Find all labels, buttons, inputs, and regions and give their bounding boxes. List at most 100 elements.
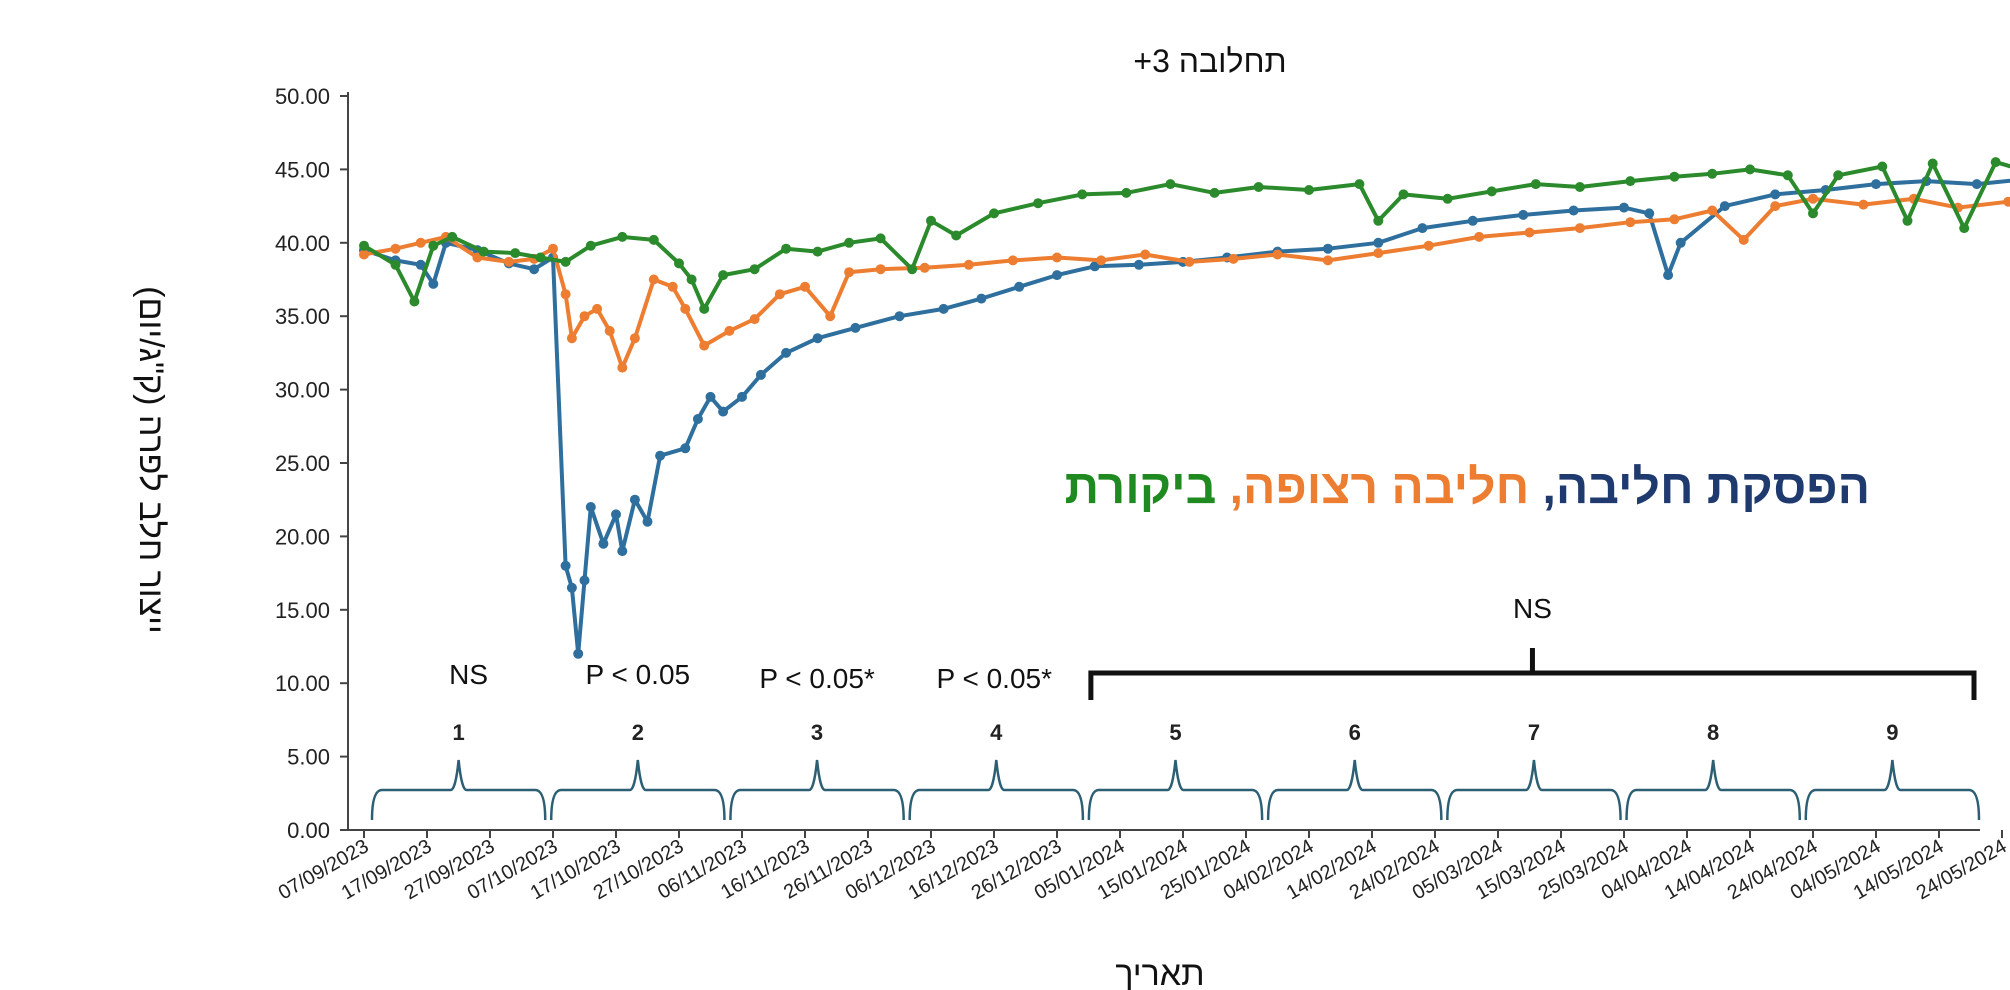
data-point bbox=[1133, 259, 1144, 270]
data-point bbox=[1209, 187, 1220, 198]
period-brace bbox=[729, 759, 905, 821]
data-point bbox=[737, 391, 747, 402]
data-point bbox=[1959, 223, 1970, 234]
data-point bbox=[598, 538, 609, 549]
plot-series bbox=[359, 157, 2010, 659]
data-point bbox=[611, 509, 621, 520]
data-point bbox=[1644, 208, 1655, 219]
period-braces: 1 2 3 4 5 6 7 8 9 bbox=[370, 720, 1981, 821]
legend-entry: , bbox=[1529, 461, 1556, 514]
data-point bbox=[1052, 252, 1062, 263]
period-number: 4 bbox=[990, 720, 1003, 745]
data-point bbox=[560, 289, 571, 300]
y-tick-label: 25.00 bbox=[275, 451, 330, 476]
data-point bbox=[1228, 253, 1239, 264]
data-point bbox=[1033, 198, 1044, 209]
data-point bbox=[1719, 201, 1730, 212]
data-point bbox=[1077, 189, 1088, 200]
data-point bbox=[875, 264, 886, 275]
data-point bbox=[686, 274, 697, 285]
data-point bbox=[1096, 255, 1107, 266]
period-number: 1 bbox=[452, 720, 464, 745]
period-brace bbox=[1625, 759, 1802, 821]
data-point bbox=[680, 303, 691, 314]
period-number: 3 bbox=[811, 720, 823, 745]
data-point bbox=[617, 362, 628, 373]
data-point bbox=[510, 248, 521, 259]
data-point bbox=[1971, 179, 1982, 190]
data-point bbox=[1354, 179, 1365, 190]
data-point bbox=[415, 259, 426, 270]
data-point bbox=[2003, 196, 2010, 207]
data-point bbox=[1165, 179, 1176, 190]
data-point bbox=[1669, 171, 1680, 182]
data-point bbox=[503, 256, 514, 267]
data-point bbox=[1417, 223, 1428, 234]
data-point bbox=[1990, 157, 2001, 168]
data-point bbox=[718, 406, 729, 417]
data-point bbox=[573, 648, 584, 659]
data-point bbox=[648, 274, 659, 285]
data-point bbox=[812, 333, 823, 344]
stat-annotation: P < 0.05 bbox=[586, 659, 691, 690]
legend-entry: חליבה רצופה bbox=[1243, 461, 1529, 514]
data-point bbox=[655, 450, 666, 461]
data-point bbox=[755, 369, 766, 380]
data-point bbox=[1871, 179, 1881, 190]
data-point bbox=[1474, 231, 1485, 242]
data-point bbox=[781, 243, 792, 254]
data-point bbox=[938, 303, 949, 314]
data-point bbox=[409, 296, 420, 307]
data-point bbox=[844, 267, 855, 278]
chart-title: תחלובה 3+ bbox=[1133, 43, 1286, 79]
y-tick-label: 0.00 bbox=[287, 818, 330, 843]
data-point bbox=[800, 281, 810, 292]
series-line bbox=[363, 178, 2010, 656]
data-point bbox=[1625, 217, 1636, 228]
data-point bbox=[1745, 164, 1755, 175]
data-point bbox=[963, 259, 974, 270]
period-brace bbox=[908, 759, 1085, 821]
data-point bbox=[548, 243, 558, 254]
data-point bbox=[1442, 193, 1453, 204]
data-point bbox=[629, 494, 640, 505]
data-point bbox=[705, 391, 716, 402]
data-point bbox=[1467, 215, 1478, 226]
y-axis-title: ייצור חלב לפרה (ק"ג/יום) bbox=[132, 286, 170, 634]
data-point bbox=[781, 347, 792, 358]
y-tick-label: 20.00 bbox=[275, 524, 330, 549]
data-point bbox=[812, 246, 823, 257]
data-point bbox=[1014, 281, 1025, 292]
data-point bbox=[894, 311, 905, 322]
data-point bbox=[667, 281, 678, 292]
stat-annotation: P < 0.05* bbox=[937, 663, 1053, 694]
data-point bbox=[1782, 170, 1793, 181]
series-line bbox=[363, 196, 2010, 370]
data-point bbox=[680, 443, 691, 454]
data-point bbox=[674, 258, 684, 269]
data-point bbox=[585, 502, 596, 512]
data-point bbox=[844, 237, 855, 248]
period-brace bbox=[1446, 759, 1622, 821]
period-number: 5 bbox=[1169, 720, 1181, 745]
data-point bbox=[1663, 270, 1674, 281]
period-brace bbox=[1087, 759, 1264, 821]
data-point bbox=[478, 246, 489, 257]
data-point bbox=[1927, 158, 1938, 169]
data-point bbox=[749, 264, 760, 275]
period-number: 8 bbox=[1707, 720, 1719, 745]
data-point bbox=[850, 322, 861, 333]
data-point bbox=[1530, 179, 1541, 190]
y-tick-label: 15.00 bbox=[275, 598, 330, 623]
data-point bbox=[875, 233, 886, 244]
data-point bbox=[1423, 240, 1434, 251]
stat-annotations: NS P < 0.05 P < 0.05* P < 0.05* NS bbox=[449, 593, 1977, 700]
legend-entry: , bbox=[1216, 461, 1243, 514]
data-point bbox=[447, 231, 458, 242]
data-point bbox=[951, 230, 962, 241]
data-point bbox=[390, 243, 401, 254]
stat-annotation: P < 0.05* bbox=[759, 663, 875, 694]
data-point bbox=[699, 340, 710, 351]
data-point bbox=[604, 325, 615, 336]
data-point bbox=[1877, 161, 1888, 172]
